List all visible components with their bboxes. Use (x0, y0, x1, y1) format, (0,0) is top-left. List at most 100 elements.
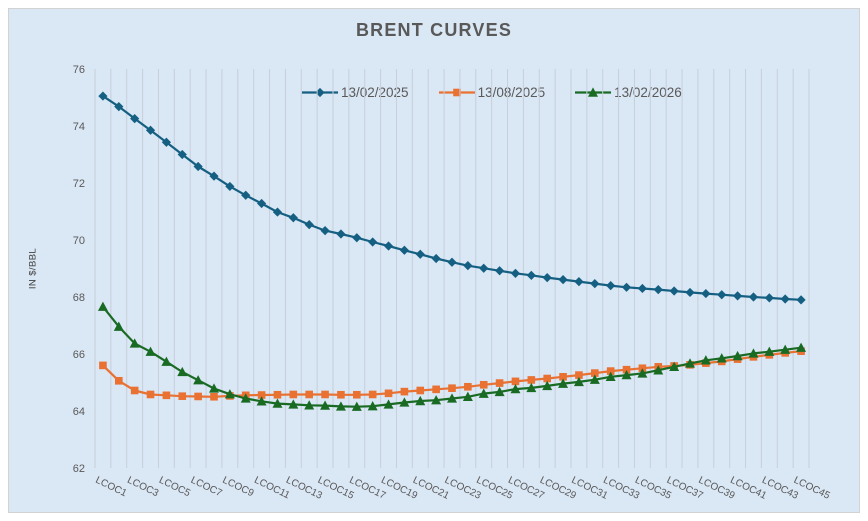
y-axis-labels: 62 64 66 68 70 72 74 76 (73, 64, 85, 475)
legend-item-13-08-2025: 13/08/2025 (438, 85, 546, 100)
marker (452, 88, 461, 97)
marker (384, 389, 393, 398)
legend-label: 13/02/2026 (614, 85, 682, 100)
x-tick-label: LCOC9 (221, 475, 256, 500)
marker (510, 268, 521, 278)
y-tick-label: 70 (73, 235, 85, 247)
marker (320, 400, 331, 410)
marker (193, 375, 204, 385)
line-square-marker-icon (438, 88, 475, 97)
marker (415, 395, 426, 406)
gridlines (94, 69, 810, 468)
marker (288, 213, 298, 223)
marker (194, 392, 202, 401)
marker (257, 391, 266, 399)
marker (210, 392, 218, 401)
marker (764, 346, 775, 356)
series-13-08-2025 (99, 347, 805, 401)
x-tick-label: LCOC1 (94, 475, 129, 500)
y-tick-label: 76 (73, 64, 85, 76)
marker (305, 390, 313, 399)
marker (447, 393, 457, 403)
marker (621, 282, 632, 292)
marker (368, 390, 377, 399)
marker (495, 379, 504, 387)
marker (543, 374, 551, 383)
marker (98, 91, 108, 101)
marker (289, 390, 298, 399)
marker (653, 284, 663, 295)
marker (177, 366, 188, 377)
marker (146, 390, 155, 399)
marker (367, 401, 378, 411)
marker (115, 376, 123, 385)
y-tick-label: 74 (73, 121, 85, 133)
marker (796, 295, 806, 305)
marker (99, 361, 107, 370)
marker (320, 225, 330, 236)
marker (638, 364, 647, 373)
marker (130, 113, 140, 124)
marker (161, 356, 172, 366)
marker (399, 245, 409, 255)
marker (494, 386, 505, 397)
series-13-02-2025 (98, 91, 806, 305)
marker (748, 348, 759, 358)
legend-label: 13/08/2025 (477, 85, 546, 100)
marker (399, 397, 410, 407)
marker (272, 398, 283, 408)
marker (700, 355, 711, 365)
x-tick-label: LCOC5 (157, 475, 192, 500)
marker (464, 382, 472, 391)
marker (479, 263, 489, 273)
marker (335, 401, 346, 411)
marker (559, 373, 567, 381)
marker (257, 198, 267, 209)
marker (448, 384, 456, 392)
marker (114, 102, 124, 112)
marker (177, 149, 187, 160)
marker (225, 181, 235, 192)
marker (193, 161, 203, 172)
y-tick-label: 62 (73, 463, 85, 475)
marker (796, 342, 807, 352)
marker (495, 266, 505, 276)
marker (558, 275, 568, 285)
marker (575, 371, 583, 379)
marker (510, 383, 521, 394)
marker (352, 233, 362, 243)
y-tick-label: 66 (73, 349, 85, 361)
marker (717, 290, 727, 300)
marker (685, 358, 695, 368)
marker (415, 249, 425, 259)
marker (130, 386, 139, 395)
y-tick-label: 64 (73, 406, 85, 418)
marker (527, 376, 536, 384)
marker (606, 367, 615, 375)
marker (288, 399, 299, 409)
x-tick-label: LCOC45 (792, 475, 832, 502)
marker (431, 253, 441, 264)
marker (478, 388, 489, 398)
marker (733, 291, 743, 301)
marker (447, 257, 457, 267)
marker (669, 286, 679, 296)
marker (591, 369, 599, 377)
marker (637, 283, 647, 294)
marker (462, 391, 473, 401)
marker (748, 292, 759, 302)
y-tick-label: 68 (73, 292, 85, 304)
marker (511, 377, 520, 386)
marker (590, 279, 600, 289)
legend-label: 13/02/2025 (341, 85, 409, 100)
marker (606, 281, 616, 291)
marker (416, 386, 425, 395)
marker (605, 371, 616, 381)
marker (209, 383, 219, 393)
marker (589, 374, 600, 384)
marker (383, 399, 394, 409)
marker (780, 294, 790, 304)
line-diamond-marker-icon (302, 87, 338, 98)
marker (240, 393, 251, 403)
